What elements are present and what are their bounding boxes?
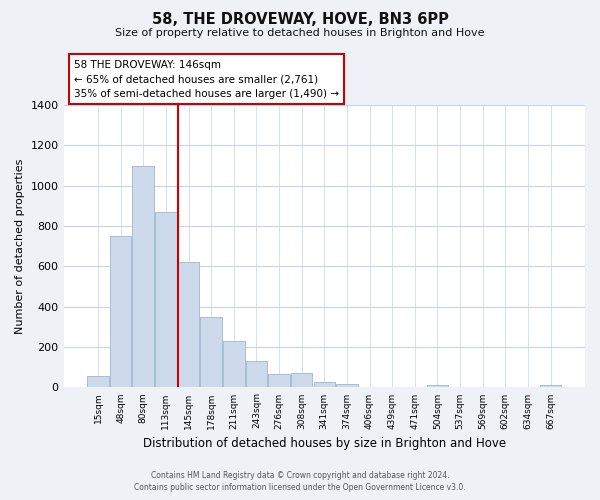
Y-axis label: Number of detached properties: Number of detached properties: [15, 158, 25, 334]
Bar: [178, 262, 199, 388]
Bar: [314, 382, 335, 388]
Bar: [155, 212, 176, 388]
Text: Size of property relative to detached houses in Brighton and Hove: Size of property relative to detached ho…: [115, 28, 485, 38]
Bar: [540, 386, 561, 388]
Bar: [87, 376, 109, 388]
Text: 58, THE DROVEWAY, HOVE, BN3 6PP: 58, THE DROVEWAY, HOVE, BN3 6PP: [152, 12, 448, 28]
Bar: [427, 386, 448, 388]
Bar: [200, 317, 222, 388]
X-axis label: Distribution of detached houses by size in Brighton and Hove: Distribution of detached houses by size …: [143, 437, 506, 450]
Bar: [268, 374, 290, 388]
Bar: [245, 360, 267, 388]
Bar: [336, 384, 358, 388]
Text: 58 THE DROVEWAY: 146sqm
← 65% of detached houses are smaller (2,761)
35% of semi: 58 THE DROVEWAY: 146sqm ← 65% of detache…: [74, 60, 339, 99]
Bar: [291, 374, 313, 388]
Bar: [110, 236, 131, 388]
Bar: [223, 342, 245, 388]
Bar: [133, 166, 154, 388]
Text: Contains HM Land Registry data © Crown copyright and database right 2024.
Contai: Contains HM Land Registry data © Crown c…: [134, 471, 466, 492]
